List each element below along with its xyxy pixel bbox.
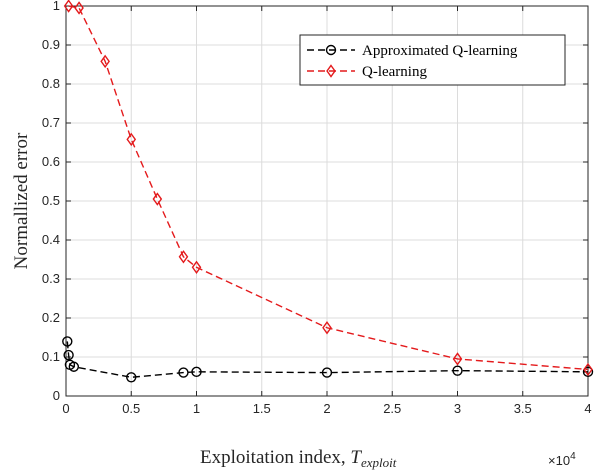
x-axis-multiplier: ×104 xyxy=(548,451,576,468)
x-tick-label: 2.5 xyxy=(383,401,401,416)
y-tick-label: 0.9 xyxy=(42,37,60,52)
y-tick-label: 0.3 xyxy=(42,271,60,286)
x-tick-label: 3 xyxy=(454,401,461,416)
data-point xyxy=(191,366,202,378)
x-tick-label: 3.5 xyxy=(514,401,532,416)
data-point xyxy=(178,367,189,378)
data-point xyxy=(321,367,333,378)
y-tick-label: 0.4 xyxy=(42,232,60,247)
y-tick-label: 0.7 xyxy=(42,115,60,130)
data-point xyxy=(126,132,137,147)
data-point xyxy=(452,352,463,366)
y-tick-label: 0.5 xyxy=(42,193,60,208)
legend-box xyxy=(299,34,566,86)
legend-entry: Q-learning xyxy=(362,64,427,80)
y-tick-label: 0 xyxy=(53,388,60,403)
data-point xyxy=(62,336,73,347)
legend-marker xyxy=(325,44,337,56)
data-point xyxy=(583,362,593,377)
y-tick-label: 0.2 xyxy=(42,310,60,325)
series-0 xyxy=(62,336,594,383)
x-tick-label: 0 xyxy=(62,401,69,416)
x-tick-label: 1 xyxy=(193,401,200,416)
data-point xyxy=(126,372,137,383)
legend-entry: Approximated Q-learning xyxy=(362,43,518,59)
series-line xyxy=(68,5,589,371)
legend-marker xyxy=(326,64,336,78)
legend: Approximated Q-learning Q-learning xyxy=(299,34,566,86)
x-axis-label: Exploitation index, Texploit xyxy=(200,447,397,470)
x-tick-label: 0.5 xyxy=(122,401,140,416)
data-point xyxy=(68,361,80,372)
data-point xyxy=(63,0,74,13)
x-axis-symbol: T xyxy=(350,447,362,468)
y-axis-label: Normallized error xyxy=(11,132,32,269)
data-point xyxy=(152,192,163,206)
data-point xyxy=(322,321,332,335)
x-tick-label: 2 xyxy=(323,401,330,416)
y-tick-label: 0.8 xyxy=(42,76,60,91)
data-point xyxy=(191,260,202,274)
series-1 xyxy=(63,0,593,377)
data-point xyxy=(74,1,84,15)
series-layer xyxy=(62,0,594,383)
y-tick-label: 0.1 xyxy=(42,349,60,364)
series-line xyxy=(66,341,589,378)
data-point xyxy=(582,366,594,378)
data-point xyxy=(63,349,74,361)
y-tick-label: 0.6 xyxy=(42,154,60,169)
data-point xyxy=(452,365,463,376)
x-tick-label: 1.5 xyxy=(253,401,271,416)
x-tick-label: 4 xyxy=(584,401,591,416)
x-axis-subscript: exploit xyxy=(361,455,397,470)
y-tick-label: 1 xyxy=(53,0,60,13)
data-point xyxy=(100,54,110,69)
data-point xyxy=(178,250,189,264)
